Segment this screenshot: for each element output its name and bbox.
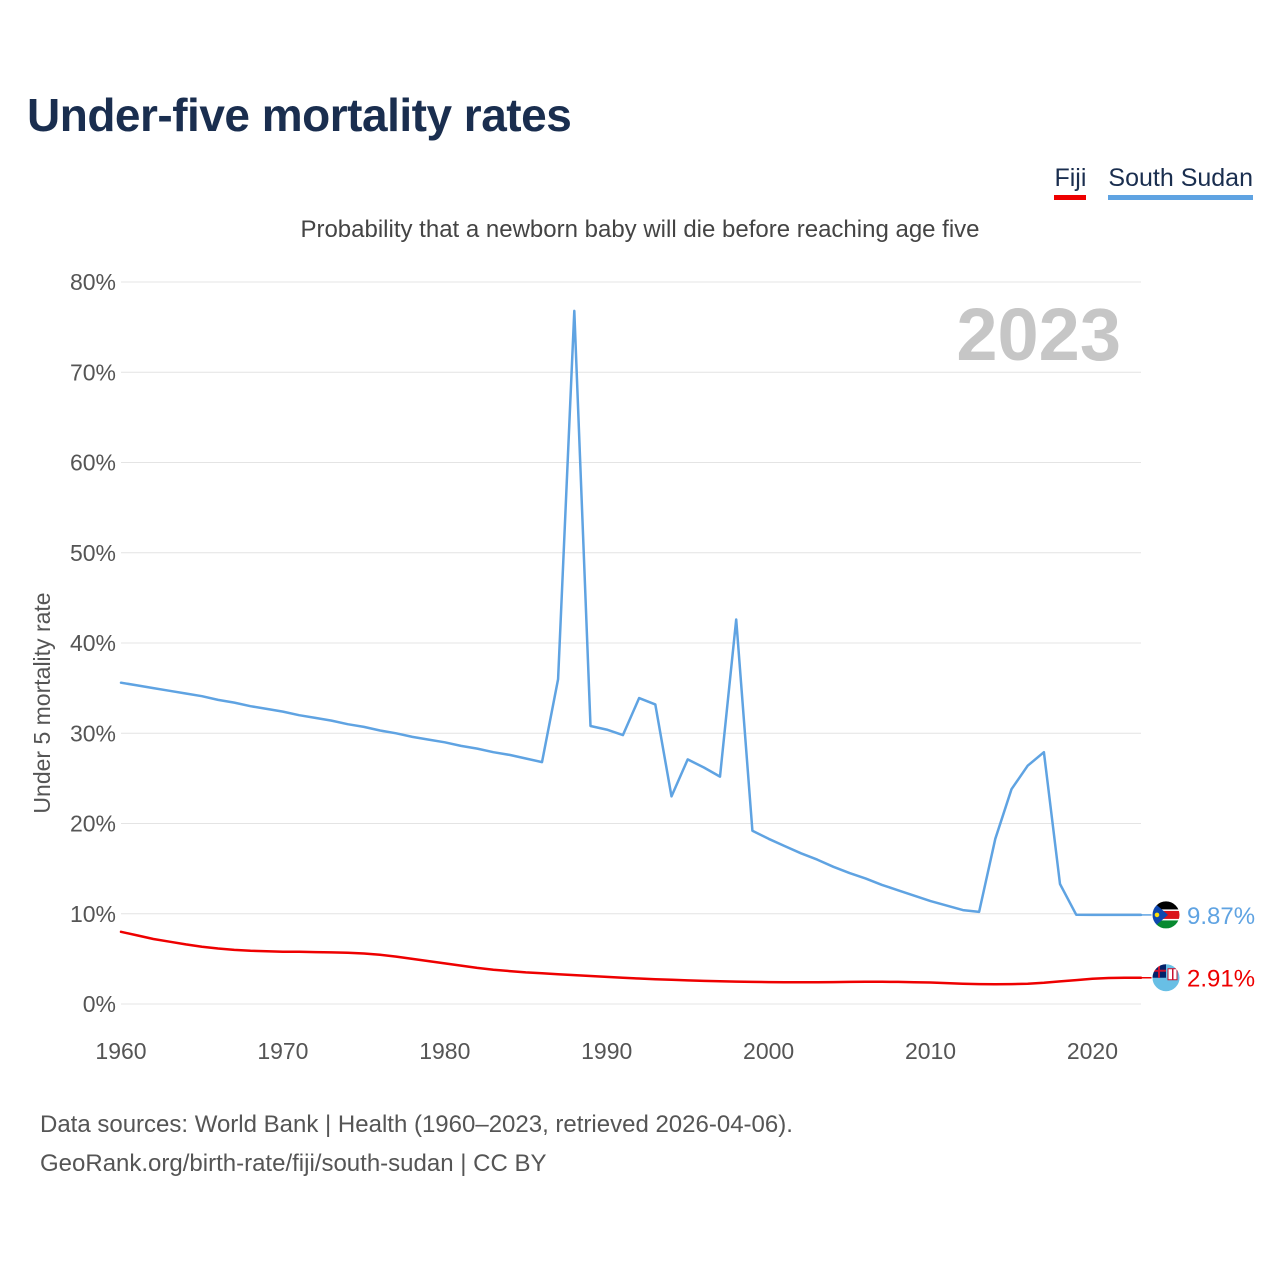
x-tick-label: 1960 xyxy=(95,1038,146,1064)
flag-ring xyxy=(1151,963,1181,993)
south-sudan-flag-icon xyxy=(1152,900,1180,929)
legend: Fiji South Sudan xyxy=(1054,164,1253,200)
y-tick-label: 60% xyxy=(70,450,116,476)
x-tick-label: 2000 xyxy=(743,1038,794,1064)
x-tick-label: 1990 xyxy=(581,1038,632,1064)
y-tick-label: 0% xyxy=(83,991,116,1017)
flag-ring xyxy=(1151,900,1181,930)
x-tick-label: 1970 xyxy=(257,1038,308,1064)
legend-item-fiji[interactable]: Fiji xyxy=(1054,164,1087,200)
source-line-1: Data sources: World Bank | Health (1960–… xyxy=(40,1111,793,1138)
y-tick-label: 30% xyxy=(70,720,116,746)
year-label: 2023 xyxy=(956,293,1121,376)
series-line-south-sudan xyxy=(119,309,1143,917)
legend-item-south-sudan[interactable]: South Sudan xyxy=(1108,164,1253,200)
y-tick-label: 50% xyxy=(70,540,116,566)
source-note: Data sources: World Bank | Health (1960–… xyxy=(40,1105,793,1183)
x-tick-label: 2010 xyxy=(905,1038,956,1064)
y-tick-label: 70% xyxy=(70,359,116,385)
y-tick-label: 40% xyxy=(70,630,116,656)
y-axis-label: Under 5 mortality rate xyxy=(29,592,55,813)
source-line-2[interactable]: GeoRank.org/birth-rate/fiji/south-sudan … xyxy=(40,1150,547,1177)
series-line-fiji xyxy=(119,930,1143,986)
end-value-label-fiji: 2.91% xyxy=(1187,966,1255,993)
chart-subtitle: Probability that a newborn baby will die… xyxy=(300,216,980,243)
x-tick-label: 1980 xyxy=(419,1038,470,1064)
x-tick-label: 2020 xyxy=(1067,1038,1118,1064)
y-tick-label: 10% xyxy=(70,901,116,927)
end-value-label-south-sudan: 9.87% xyxy=(1187,903,1255,930)
y-tick-label: 20% xyxy=(70,811,116,837)
page-title: Under-five mortality rates xyxy=(27,89,572,141)
y-tick-label: 80% xyxy=(70,269,116,295)
